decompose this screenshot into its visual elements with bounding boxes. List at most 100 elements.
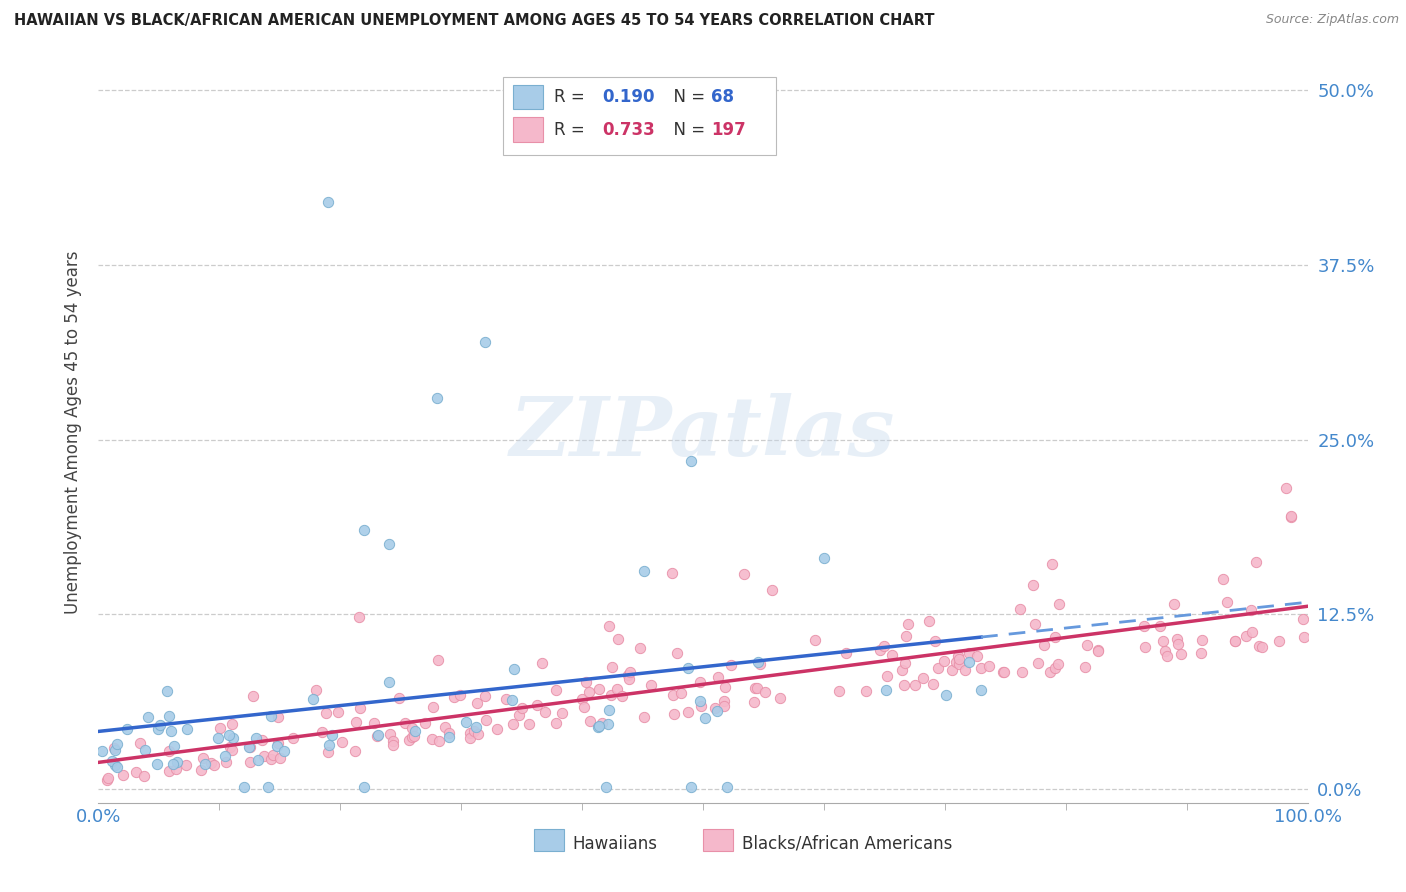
Point [115,723,138,737]
Point [596,717,619,731]
Point [332,735,354,749]
Point [97,771,120,785]
Point [415,716,437,731]
Point [1076,638,1098,652]
Point [281,731,304,746]
Point [252,749,274,764]
Point [1087,644,1109,658]
Bar [513,117,543,142]
Point [1087,642,1109,657]
Point [551,706,574,721]
Point [145,757,167,772]
Point [353,780,375,795]
Point [1135,640,1157,654]
Point [191,750,214,764]
Point [1074,660,1097,674]
Point [315,706,337,720]
Point [273,743,295,757]
Point [617,667,640,681]
Point [388,690,411,705]
Point [328,705,350,719]
Point [207,731,229,745]
Point [1212,572,1234,586]
Point [176,722,198,736]
Point [1170,648,1192,662]
Point [343,744,366,758]
Point [221,716,243,731]
Text: 0.190: 0.190 [603,88,655,106]
Point [970,661,993,675]
Point [1191,632,1213,647]
Point [530,657,553,671]
Point [157,744,180,758]
Point [267,710,290,724]
Point [165,762,187,776]
Point [166,755,188,769]
Point [1026,656,1049,670]
Point [935,689,957,703]
Point [96,772,118,787]
Point [744,681,766,695]
Point [510,700,533,714]
Point [474,334,496,349]
Text: 68: 68 [711,88,734,106]
Point [733,567,755,582]
Point [924,633,946,648]
Point [367,728,389,742]
Point [707,670,730,684]
Point [460,731,482,746]
Point [111,768,134,782]
Point [422,699,444,714]
Point [578,714,600,728]
Point [316,745,339,759]
Point [745,681,768,695]
Point [433,720,456,734]
Point [1191,646,1213,660]
Point [366,729,388,743]
Point [544,715,567,730]
Point [689,694,711,708]
Point [676,705,699,719]
Point [221,742,243,756]
Point [398,733,420,747]
Point [242,690,264,704]
Point [204,758,226,772]
Point [437,725,460,739]
Point [922,677,945,691]
Point [495,691,517,706]
Point [768,691,790,706]
Point [246,753,269,767]
Point [267,737,290,751]
Point [347,610,370,624]
Point [363,715,385,730]
Point [132,769,155,783]
Point [957,655,980,669]
Y-axis label: Unemployment Among Ages 45 to 54 years: Unemployment Among Ages 45 to 54 years [63,251,82,615]
Point [1154,644,1177,658]
Point [269,751,291,765]
Point [517,717,540,731]
Text: R =: R = [554,120,591,139]
Point [1216,594,1239,608]
Point [869,643,891,657]
Text: N =: N = [664,88,710,106]
Point [1039,665,1062,679]
Point [256,780,278,795]
Point [427,653,450,667]
Point [316,195,339,210]
Point [239,740,262,755]
Point [679,453,702,467]
Point [977,659,1000,673]
Point [610,689,633,703]
Point [633,565,655,579]
Point [713,699,735,714]
Point [91,743,114,757]
Point [474,689,496,703]
Point [502,717,524,731]
Point [1149,619,1171,633]
Point [606,682,628,697]
Point [394,715,416,730]
Point [633,710,655,724]
Point [720,657,742,672]
Point [262,748,284,763]
